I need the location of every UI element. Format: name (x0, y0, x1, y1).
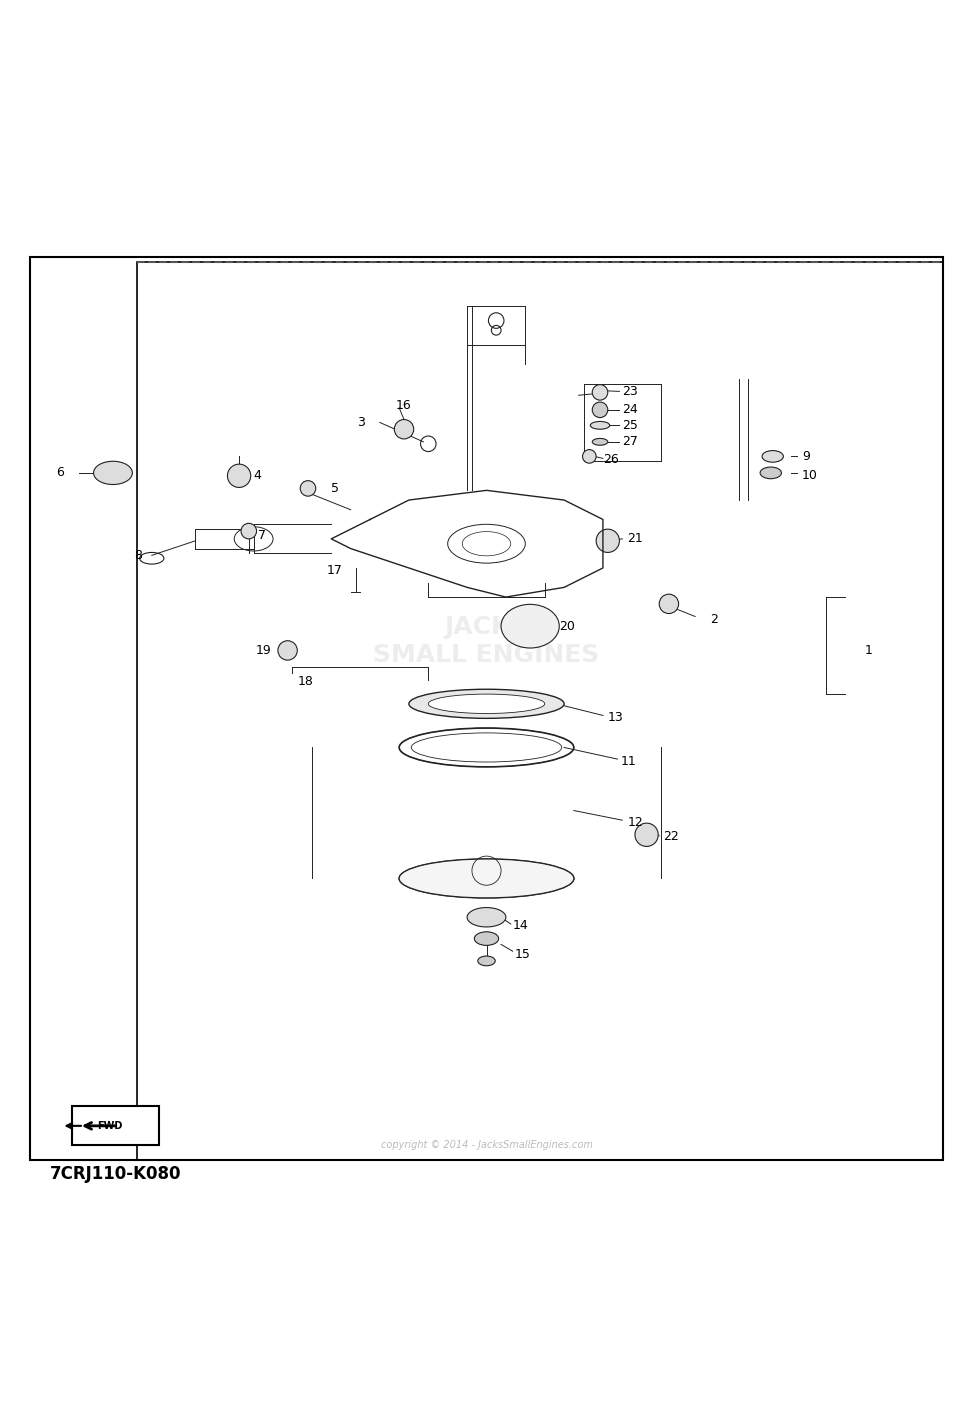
Text: 12: 12 (628, 816, 643, 829)
Text: 14: 14 (513, 919, 528, 932)
Text: 15: 15 (515, 948, 530, 960)
Ellipse shape (467, 908, 506, 928)
Circle shape (228, 464, 251, 488)
Text: 16: 16 (396, 400, 412, 412)
Text: copyright © 2014 - JacksSmallEngines.com: copyright © 2014 - JacksSmallEngines.com (380, 1140, 593, 1150)
Text: 21: 21 (628, 532, 643, 545)
Text: 9: 9 (802, 450, 810, 462)
Text: 18: 18 (298, 675, 313, 688)
Text: 13: 13 (608, 711, 624, 723)
Ellipse shape (593, 438, 608, 445)
Text: 1: 1 (865, 644, 873, 656)
Text: 24: 24 (623, 404, 638, 417)
Ellipse shape (762, 451, 783, 462)
Circle shape (278, 641, 298, 661)
Text: 23: 23 (623, 385, 638, 398)
Ellipse shape (475, 932, 498, 945)
Text: 20: 20 (559, 619, 575, 632)
FancyArrowPatch shape (67, 1123, 81, 1129)
FancyArrowPatch shape (85, 1123, 115, 1129)
Ellipse shape (591, 421, 610, 430)
Text: 4: 4 (254, 469, 262, 482)
Ellipse shape (399, 859, 574, 898)
Text: JACKS
SMALL ENGINES: JACKS SMALL ENGINES (374, 615, 599, 666)
FancyBboxPatch shape (72, 1106, 159, 1146)
Circle shape (593, 402, 608, 418)
Ellipse shape (93, 461, 132, 485)
Text: 17: 17 (327, 564, 342, 578)
Text: 19: 19 (255, 644, 271, 656)
Text: 8: 8 (134, 549, 142, 562)
Text: 26: 26 (603, 452, 619, 465)
Ellipse shape (760, 467, 781, 478)
Text: 27: 27 (623, 435, 638, 448)
Text: 11: 11 (621, 755, 636, 768)
Circle shape (301, 481, 316, 497)
Text: 7CRJ110-K080: 7CRJ110-K080 (50, 1166, 181, 1183)
Ellipse shape (478, 956, 495, 966)
Text: 6: 6 (56, 467, 64, 479)
Circle shape (593, 385, 608, 400)
Text: 5: 5 (331, 482, 340, 495)
Ellipse shape (501, 605, 559, 648)
Bar (137, 263, 943, 1160)
Circle shape (394, 420, 414, 440)
Text: 10: 10 (802, 469, 817, 482)
Text: 2: 2 (709, 612, 717, 626)
Ellipse shape (428, 694, 545, 714)
Circle shape (241, 524, 257, 539)
Ellipse shape (409, 689, 564, 718)
Text: 7: 7 (259, 529, 267, 542)
Text: 3: 3 (357, 415, 365, 430)
Text: FWD: FWD (97, 1120, 123, 1130)
Text: 22: 22 (663, 831, 679, 843)
Circle shape (635, 823, 658, 846)
Circle shape (583, 450, 596, 464)
Circle shape (596, 529, 620, 552)
Text: 25: 25 (623, 420, 638, 432)
Circle shape (659, 594, 678, 614)
